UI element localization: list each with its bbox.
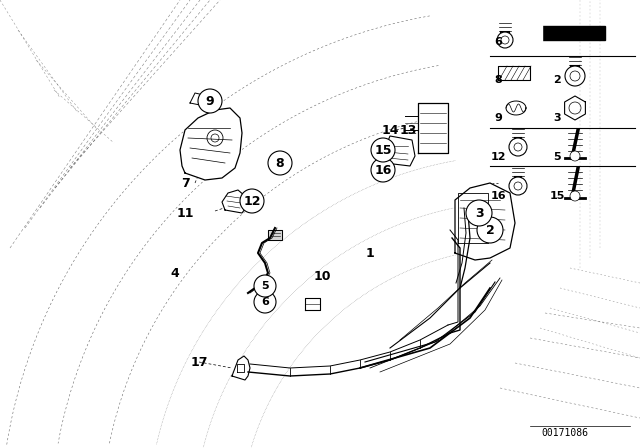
Text: 2: 2 — [553, 75, 561, 85]
Text: 6: 6 — [261, 297, 269, 307]
Text: 15: 15 — [374, 143, 392, 156]
Text: 13: 13 — [399, 124, 417, 137]
Text: 9: 9 — [205, 95, 214, 108]
Polygon shape — [232, 356, 250, 380]
Text: 8: 8 — [276, 156, 284, 169]
Text: 12: 12 — [243, 194, 260, 207]
Text: 11: 11 — [176, 207, 194, 220]
Circle shape — [466, 200, 492, 226]
Text: 3: 3 — [475, 207, 483, 220]
Text: 10: 10 — [313, 270, 331, 283]
Polygon shape — [222, 190, 248, 213]
Text: 8: 8 — [494, 75, 502, 85]
Polygon shape — [498, 66, 530, 80]
Circle shape — [565, 66, 585, 86]
Text: 4: 4 — [171, 267, 179, 280]
Circle shape — [240, 189, 264, 213]
Circle shape — [509, 138, 527, 156]
Polygon shape — [455, 183, 515, 260]
Polygon shape — [538, 24, 542, 42]
Text: 16: 16 — [374, 164, 392, 177]
Text: 7: 7 — [180, 177, 189, 190]
Text: 9: 9 — [494, 113, 502, 123]
Circle shape — [570, 151, 580, 161]
Circle shape — [509, 177, 527, 195]
Polygon shape — [180, 108, 242, 180]
Polygon shape — [268, 230, 282, 240]
Text: 15: 15 — [549, 191, 564, 201]
Text: 17: 17 — [190, 356, 208, 369]
Circle shape — [497, 32, 513, 48]
Polygon shape — [385, 136, 415, 166]
Polygon shape — [540, 26, 605, 40]
Polygon shape — [305, 298, 320, 310]
Text: 1: 1 — [365, 246, 374, 259]
Circle shape — [371, 158, 395, 182]
Text: 00171086: 00171086 — [541, 428, 589, 438]
Circle shape — [198, 89, 222, 113]
Text: 5: 5 — [261, 281, 269, 291]
Polygon shape — [418, 103, 448, 153]
Circle shape — [570, 191, 580, 201]
Circle shape — [254, 291, 276, 313]
Circle shape — [268, 151, 292, 175]
Text: 12: 12 — [490, 152, 506, 162]
Circle shape — [371, 138, 395, 162]
Circle shape — [477, 217, 503, 243]
Text: 14: 14 — [381, 124, 399, 137]
Text: 5: 5 — [553, 152, 561, 162]
Text: 3: 3 — [553, 113, 561, 123]
Text: 16: 16 — [490, 191, 506, 201]
Circle shape — [254, 275, 276, 297]
Text: 2: 2 — [486, 224, 494, 237]
Text: 6: 6 — [494, 37, 502, 47]
